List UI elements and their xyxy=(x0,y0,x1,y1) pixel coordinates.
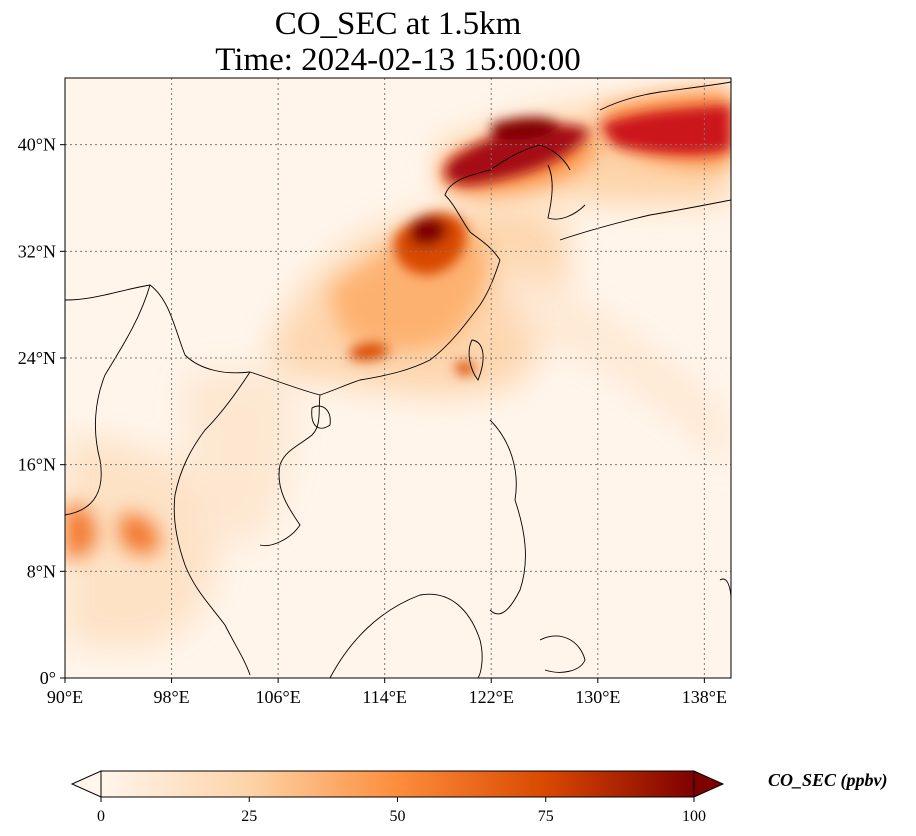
lon-tick-label: 130°E xyxy=(575,687,620,707)
lat-tick-label: 40°N xyxy=(18,135,56,155)
coastlines xyxy=(65,81,731,678)
lat-tick-label: 24°N xyxy=(18,348,56,368)
concentration-field xyxy=(65,90,731,649)
lat-tick-label: 8°N xyxy=(27,561,56,581)
lon-tick-label: 90°E xyxy=(47,687,83,707)
map-title-line1: CO_SEC at 1.5km xyxy=(274,6,522,42)
colorbar-gradient xyxy=(101,771,694,797)
lon-tick-label: 106°E xyxy=(256,687,301,707)
colorbar: 0 25 50 75 100 xyxy=(70,770,725,825)
lat-tick-label: 16°N xyxy=(18,455,56,475)
map-frame xyxy=(64,77,732,679)
colorbar-extend-high xyxy=(693,770,725,798)
colorbar-tick-label: 0 xyxy=(97,808,105,825)
axis-tick-labels: 90°E 98°E 106°E 114°E 122°E 130°E 138°E 0° 8°N 16… xyxy=(18,135,727,707)
map-title-line2: Time: 2024-02-13 15:00:00 xyxy=(215,42,581,78)
lat-tick-label: 32°N xyxy=(18,241,56,261)
lon-tick-label: 122°E xyxy=(469,687,514,707)
gridlines xyxy=(65,78,731,678)
colorbar-tick-label: 50 xyxy=(390,808,406,825)
lat-tick-label: 0° xyxy=(40,668,56,688)
axis-ticks xyxy=(60,144,705,683)
colorbar-ticks: 0 25 50 75 100 xyxy=(97,797,706,825)
colorbar-tick-label: 25 xyxy=(241,808,257,825)
colorbar-extend-low xyxy=(70,770,102,798)
colorbar-tick-label: 100 xyxy=(682,808,706,825)
lon-tick-label: 98°E xyxy=(153,687,189,707)
colorbar-tick-label: 75 xyxy=(538,808,554,825)
lon-tick-label: 114°E xyxy=(362,687,407,707)
colorbar-label: CO_SEC (ppbv) xyxy=(768,770,888,790)
lon-tick-label: 138°E xyxy=(682,687,727,707)
